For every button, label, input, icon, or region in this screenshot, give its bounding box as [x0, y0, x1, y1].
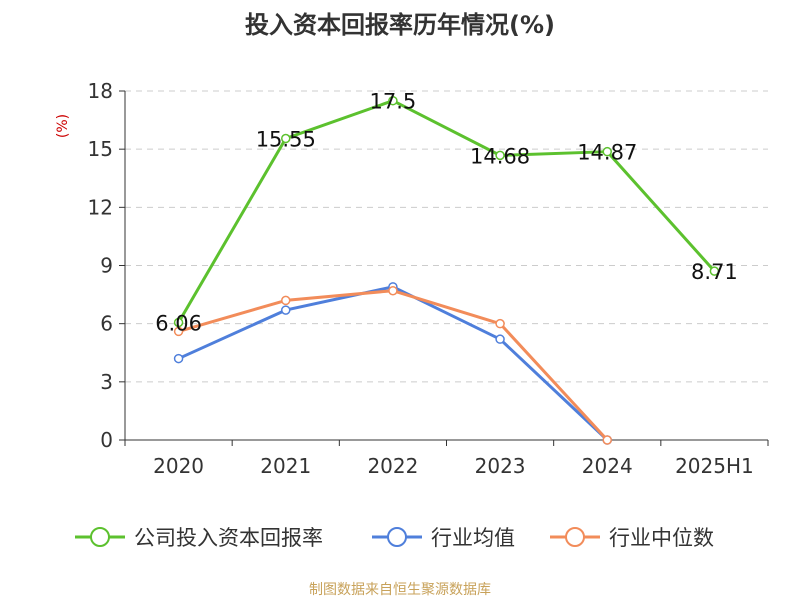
x-tick-label: 2024 — [582, 454, 633, 478]
x-tick-label: 2021 — [260, 454, 311, 478]
legend-marker — [565, 527, 585, 547]
data-point — [388, 95, 398, 106]
data-label: 14.68 — [470, 144, 530, 168]
data-point — [709, 266, 720, 276]
legend-item[interactable]: 公司投入资本回报率 — [75, 526, 323, 550]
y-tick-label: 15 — [88, 137, 113, 161]
series-line — [177, 99, 716, 324]
data-point — [495, 150, 505, 161]
y-tick-label: 12 — [88, 195, 113, 219]
y-axis-label: (%) — [55, 114, 71, 138]
data-point — [281, 133, 291, 144]
y-tick-label: 0 — [100, 428, 113, 452]
legend-label: 公司投入资本回报率 — [134, 526, 323, 550]
series-group: 6.06 15.55 17.5 14.68 14.87 8.71 — [155, 90, 738, 445]
legend-label: 行业均值 — [431, 526, 515, 550]
data-point — [281, 295, 291, 306]
axes: 0 3 6 9 12 15 18 2020 2021 2022 2023 2024 2025H1 — [88, 79, 769, 478]
legend[interactable]: 公司投入资本回报率 行业均值 行业中位数 — [75, 526, 714, 550]
y-tick-label: 9 — [100, 254, 113, 278]
data-point — [173, 317, 184, 328]
data-label: 6.06 — [155, 312, 202, 336]
y-tick-label: 18 — [88, 79, 113, 103]
data-label: 15.55 — [256, 128, 316, 152]
x-tick-label: 2025H1 — [675, 454, 754, 478]
legend-item[interactable]: 行业均值 — [372, 526, 515, 550]
data-point — [495, 318, 505, 329]
y-tick-label: 6 — [100, 312, 113, 336]
data-label: 14.87 — [577, 141, 637, 165]
data-point — [281, 305, 291, 315]
data-point — [173, 326, 184, 337]
data-point — [602, 146, 612, 157]
data-label: 17.5 — [370, 90, 417, 114]
source-note: 制图数据来自恒生聚源数据库 — [309, 582, 491, 598]
legend-marker — [90, 527, 110, 547]
legend-item[interactable]: 行业中位数 — [550, 526, 714, 550]
y-tick-label: 3 — [100, 370, 113, 394]
data-point — [173, 353, 184, 364]
chart-title: 投入资本回报率历年情况(%) — [245, 11, 555, 39]
legend-marker — [387, 527, 407, 547]
data-point — [388, 285, 398, 296]
x-tick-label: 2023 — [475, 454, 526, 478]
data-label: 8.71 — [691, 260, 738, 284]
x-tick-label: 2022 — [367, 454, 418, 478]
x-tick-label: 2020 — [153, 454, 204, 478]
series-line — [177, 285, 609, 442]
legend-label: 行业中位数 — [609, 526, 714, 550]
grid-lines — [125, 90, 768, 383]
data-point — [495, 334, 505, 344]
series-line — [178, 289, 609, 442]
data-point — [602, 435, 612, 445]
